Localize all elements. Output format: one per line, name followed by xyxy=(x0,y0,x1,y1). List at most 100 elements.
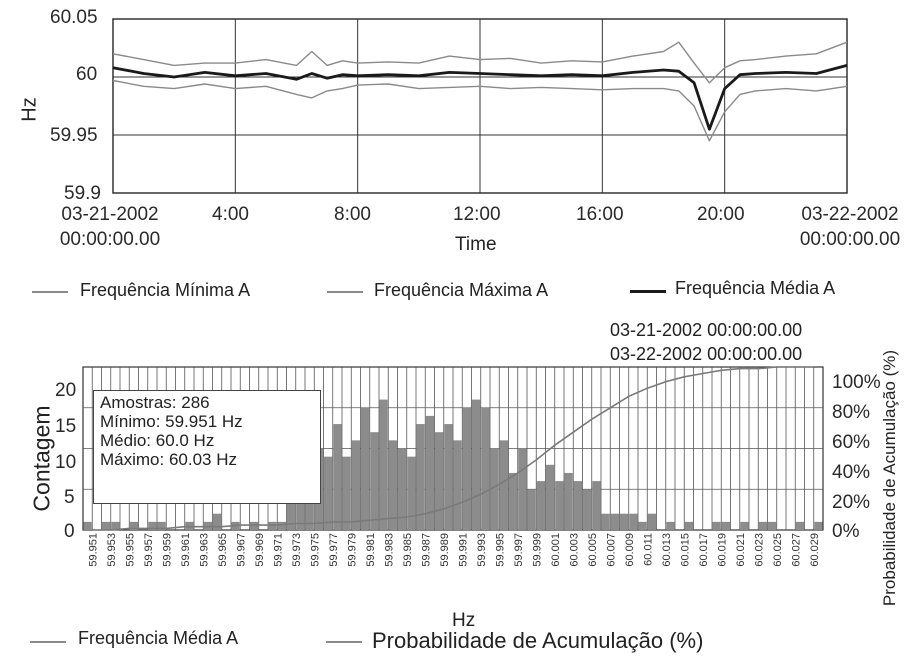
x-tick-label: 59.973 xyxy=(291,533,303,567)
x-tick-label: 59.957 xyxy=(143,533,155,567)
date-range: 03-21-2002 00:00:00.00 03-22-2002 00:00:… xyxy=(610,320,803,364)
y-tick-label: 60 xyxy=(76,64,98,85)
x-tick-label: 60.003 xyxy=(568,533,580,567)
bar xyxy=(268,521,277,530)
x-tick-label: 59.993 xyxy=(476,533,488,567)
bar xyxy=(684,521,693,530)
bar xyxy=(647,513,656,530)
legend-swatch-max xyxy=(327,291,363,293)
x-tick-label: 60.019 xyxy=(716,533,728,567)
x-tick-label: 59.985 xyxy=(402,533,414,567)
bar xyxy=(795,521,804,530)
cumulative-line xyxy=(92,366,814,531)
x-tick-label: 60.021 xyxy=(735,533,747,567)
x-tick-label: 59.965 xyxy=(217,533,229,567)
bar xyxy=(740,521,749,530)
legend-swatch-avg xyxy=(30,641,66,643)
bar xyxy=(277,521,286,530)
bar xyxy=(398,448,407,530)
bar xyxy=(416,424,425,530)
bar xyxy=(564,472,573,530)
x-tick-label: 59.975 xyxy=(309,533,321,567)
bar xyxy=(610,513,619,530)
bar xyxy=(111,521,120,530)
x-tick-label: 59.951 xyxy=(87,533,99,567)
x-tick-label: 59.977 xyxy=(328,533,340,567)
bar xyxy=(601,513,610,530)
x-tick-label: 59.983 xyxy=(383,533,395,567)
legend-label-prob: Probabilidade de Acumulação (%) xyxy=(372,628,704,653)
y-tick-label: 0 xyxy=(64,521,75,542)
bar xyxy=(425,415,434,530)
stats-minimo: Mínimo: 59.951 Hz xyxy=(100,412,243,431)
y-tick-label: 60.05 xyxy=(50,7,98,28)
stats-box: Amostras: 286 Mínimo: 59.951 Hz Médio: 6… xyxy=(93,390,321,504)
bar xyxy=(324,456,333,530)
bar xyxy=(758,521,767,530)
bar xyxy=(721,521,730,530)
bar xyxy=(583,489,592,530)
x-tick-label: 59.955 xyxy=(124,533,136,567)
x-tick-label: 20:00 xyxy=(697,204,745,225)
bar xyxy=(481,407,490,530)
y-tick-label: 5 xyxy=(64,487,75,508)
x-tick-label: 60.023 xyxy=(753,533,765,567)
x-tick-label: 4:00 xyxy=(212,204,249,225)
x-tick-label: 60.027 xyxy=(790,533,802,567)
x-tick-label: 60.005 xyxy=(587,533,599,567)
bar xyxy=(546,464,555,530)
stats-medio: Médio: 60.0 Hz xyxy=(100,431,215,450)
x-tick-label: 59.997 xyxy=(513,533,525,567)
line-plot-area xyxy=(112,18,848,194)
x-tick-label: 59.967 xyxy=(235,533,247,567)
x-tick-label: 60.025 xyxy=(772,533,784,567)
bar xyxy=(296,489,305,530)
legend-swatch-prob xyxy=(326,641,362,643)
x-tick-label: 59.981 xyxy=(365,533,377,567)
y2-tick-label: 100% xyxy=(832,372,881,393)
bar xyxy=(462,407,471,530)
x-tick-label: 60.029 xyxy=(809,533,821,567)
bar xyxy=(333,424,342,530)
x-tick-label: 59.953 xyxy=(106,533,118,567)
x-tick-label: 60.011 xyxy=(642,533,654,566)
x-axis-label-hz: Hz xyxy=(452,610,476,631)
bar xyxy=(499,440,508,530)
bar xyxy=(629,513,638,530)
bar xyxy=(361,407,370,530)
y-tick-label: 59.95 xyxy=(50,125,98,146)
x-tick-label: 59.995 xyxy=(494,533,506,567)
x-tick-label: 59.999 xyxy=(531,533,543,567)
x-tick-label: 60.015 xyxy=(679,533,691,567)
y2-tick-label: 40% xyxy=(832,462,871,483)
x-tick-label: 59.969 xyxy=(254,533,266,567)
bar xyxy=(536,481,545,530)
legend-label-max: Frequência Máxima A xyxy=(374,280,549,300)
bar xyxy=(712,521,721,530)
bar xyxy=(370,432,379,530)
bar xyxy=(407,456,416,530)
x-tick-label: 59.963 xyxy=(198,533,210,567)
x-tick-label: 16:00 xyxy=(576,204,624,225)
x-tick-label: 03-22-2002 00:00:00.00 xyxy=(799,204,901,250)
bar xyxy=(379,399,388,530)
legend-swatch-min xyxy=(32,291,68,293)
bar xyxy=(814,521,823,530)
bar xyxy=(453,440,462,530)
bar xyxy=(213,513,222,530)
y-tick-label: 15 xyxy=(55,416,77,437)
bar xyxy=(472,399,481,530)
bar xyxy=(250,521,259,530)
x-tick-label: 59.971 xyxy=(272,533,284,567)
bar xyxy=(351,440,360,530)
bar xyxy=(444,424,453,530)
bar xyxy=(573,481,582,530)
bar xyxy=(518,448,527,530)
legend-swatch-avg xyxy=(630,290,666,293)
stats-amostras: Amostras: 286 xyxy=(100,393,210,412)
bar xyxy=(768,521,777,530)
legend-label-avg: Frequência Média A xyxy=(675,278,836,298)
bar xyxy=(490,448,499,530)
bar xyxy=(620,513,629,530)
